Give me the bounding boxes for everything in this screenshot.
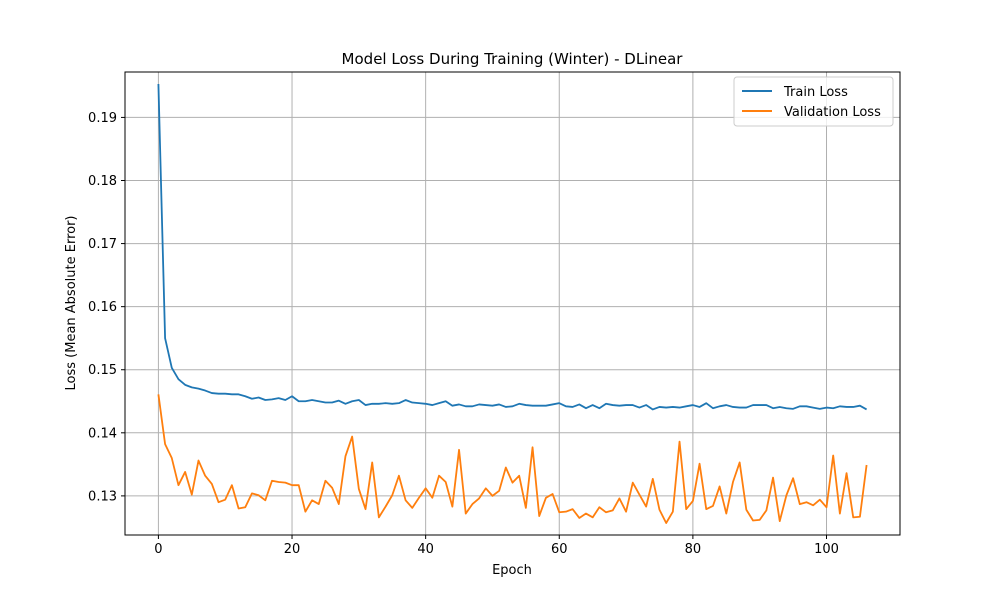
y-tick-label: 0.15	[88, 363, 117, 378]
series-line-train-loss	[157, 83, 868, 411]
y-tick-label: 0.16	[88, 300, 117, 315]
y-tick-label: 0.18	[88, 174, 117, 189]
legend-label-train-loss: Train Loss	[783, 85, 848, 100]
series-lines	[157, 83, 868, 524]
legend-box	[733, 76, 894, 127]
x-tick-label: 100	[814, 542, 839, 557]
x-tick-label: 60	[551, 542, 568, 557]
series-line-validation-loss	[157, 394, 868, 524]
x-tick-label: 20	[284, 542, 301, 557]
y-tick-label: 0.13	[88, 489, 117, 504]
x-axis-label: Epoch	[492, 563, 532, 578]
legend: Train Loss Validation Loss	[733, 76, 894, 127]
legend-label-validation-loss: Validation Loss	[784, 105, 881, 120]
y-tick-label: 0.19	[88, 111, 117, 126]
x-tick-label: 40	[417, 542, 434, 557]
x-tick-label: 0	[154, 542, 162, 557]
plot-area-frame	[124, 71, 901, 536]
y-tick-label: 0.14	[88, 426, 117, 441]
y-axis-label: Loss (Mean Absolute Error)	[64, 216, 79, 391]
axis-ticks: 0 20 40 60 80 100 0.13 0.14 0.15 0.16 0.17 0.18 0.19	[88, 111, 839, 557]
x-tick-label: 80	[685, 542, 702, 557]
grid-lines	[125, 72, 900, 535]
y-tick-label: 0.17	[88, 237, 117, 252]
chart-title: Model Loss During Training (Winter) - DL…	[342, 50, 684, 68]
